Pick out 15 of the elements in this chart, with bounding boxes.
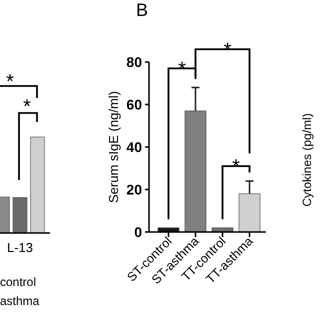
- text: Cytokines (pg/ml): [300, 113, 314, 207]
- bar: [184, 110, 206, 232]
- text: control: [0, 275, 36, 289]
- chart-title: B: [136, 0, 148, 20]
- bar: [238, 193, 260, 232]
- y-tick-label: 20: [126, 182, 142, 198]
- y-axis-title: Serum sIgE (ng/ml): [106, 91, 121, 203]
- y-tick-label: 80: [126, 54, 142, 70]
- y-tick-label: 0: [134, 224, 142, 240]
- x-tick-label: L-13: [6, 240, 34, 255]
- y-tick-label: 60: [126, 96, 142, 112]
- text: asthma: [0, 294, 40, 308]
- text: *: [23, 96, 32, 118]
- text: *: [6, 71, 14, 93]
- y-tick-label: 40: [126, 139, 142, 155]
